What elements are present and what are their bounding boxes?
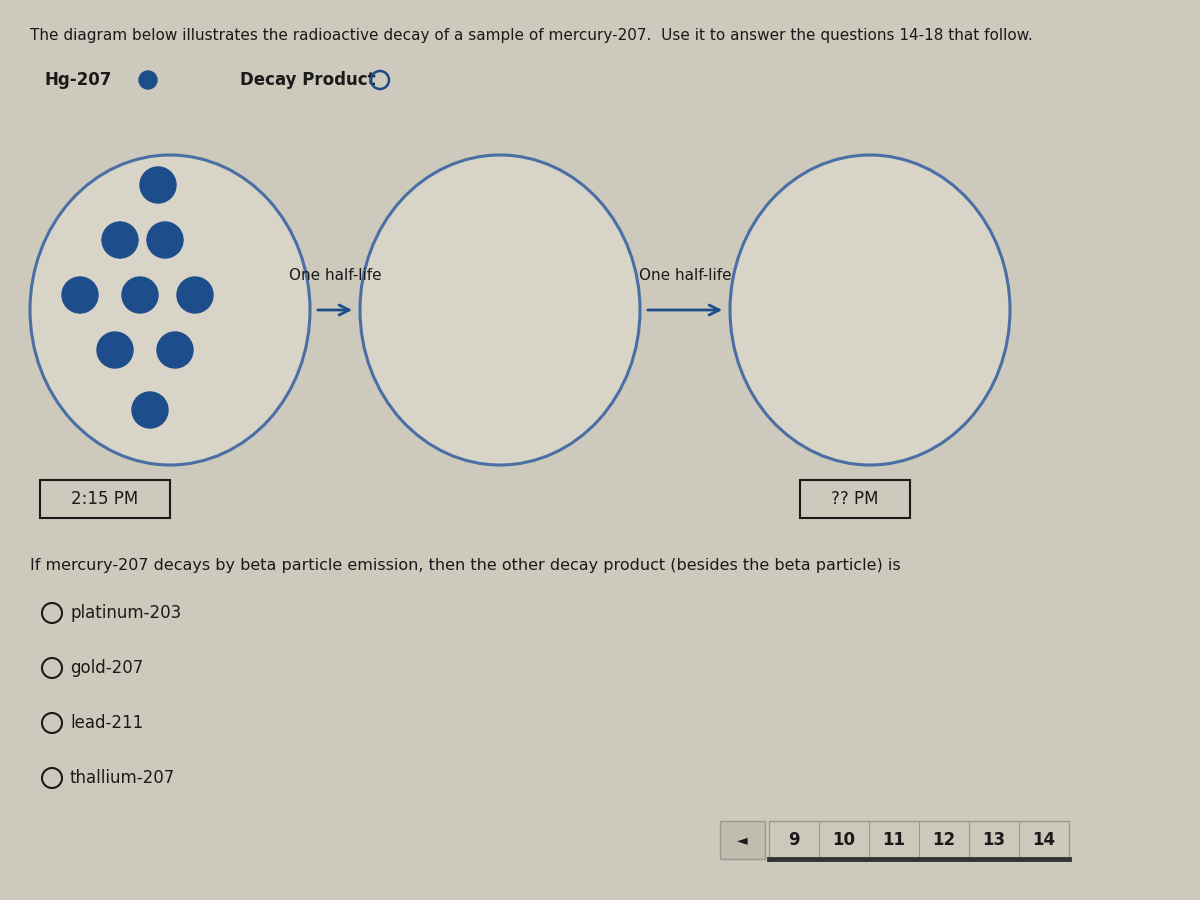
Ellipse shape: [730, 155, 1010, 465]
Text: The diagram below illustrates the radioactive decay of a sample of mercury-207. : The diagram below illustrates the radioa…: [30, 28, 1033, 43]
Text: 10: 10: [833, 831, 856, 849]
Text: Decay Product: Decay Product: [240, 71, 376, 89]
Circle shape: [132, 392, 168, 428]
Text: If mercury-207 decays by beta particle emission, then the other decay product (b: If mercury-207 decays by beta particle e…: [30, 558, 901, 573]
Circle shape: [139, 71, 157, 89]
Text: One half-life: One half-life: [289, 267, 382, 283]
Circle shape: [102, 222, 138, 258]
Text: 11: 11: [882, 831, 906, 849]
Text: ◄: ◄: [737, 833, 748, 847]
FancyBboxPatch shape: [769, 821, 1069, 859]
Circle shape: [140, 167, 176, 203]
Circle shape: [178, 277, 214, 313]
Text: 14: 14: [1032, 831, 1056, 849]
Circle shape: [97, 332, 133, 368]
Text: thallium-207: thallium-207: [70, 769, 175, 787]
Text: 9: 9: [788, 831, 800, 849]
Text: gold-207: gold-207: [70, 659, 143, 677]
Text: One half-life: One half-life: [638, 267, 731, 283]
Text: 13: 13: [983, 831, 1006, 849]
Circle shape: [157, 332, 193, 368]
Text: 2:15 PM: 2:15 PM: [71, 490, 139, 508]
FancyBboxPatch shape: [40, 480, 170, 518]
Ellipse shape: [30, 155, 310, 465]
Text: 12: 12: [932, 831, 955, 849]
Circle shape: [62, 277, 98, 313]
Text: platinum-203: platinum-203: [70, 604, 181, 622]
FancyBboxPatch shape: [800, 480, 910, 518]
Circle shape: [148, 222, 182, 258]
Text: lead-211: lead-211: [70, 714, 143, 732]
Text: Hg-207: Hg-207: [46, 71, 113, 89]
Ellipse shape: [360, 155, 640, 465]
FancyBboxPatch shape: [720, 821, 766, 859]
Circle shape: [122, 277, 158, 313]
Text: ?? PM: ?? PM: [832, 490, 878, 508]
